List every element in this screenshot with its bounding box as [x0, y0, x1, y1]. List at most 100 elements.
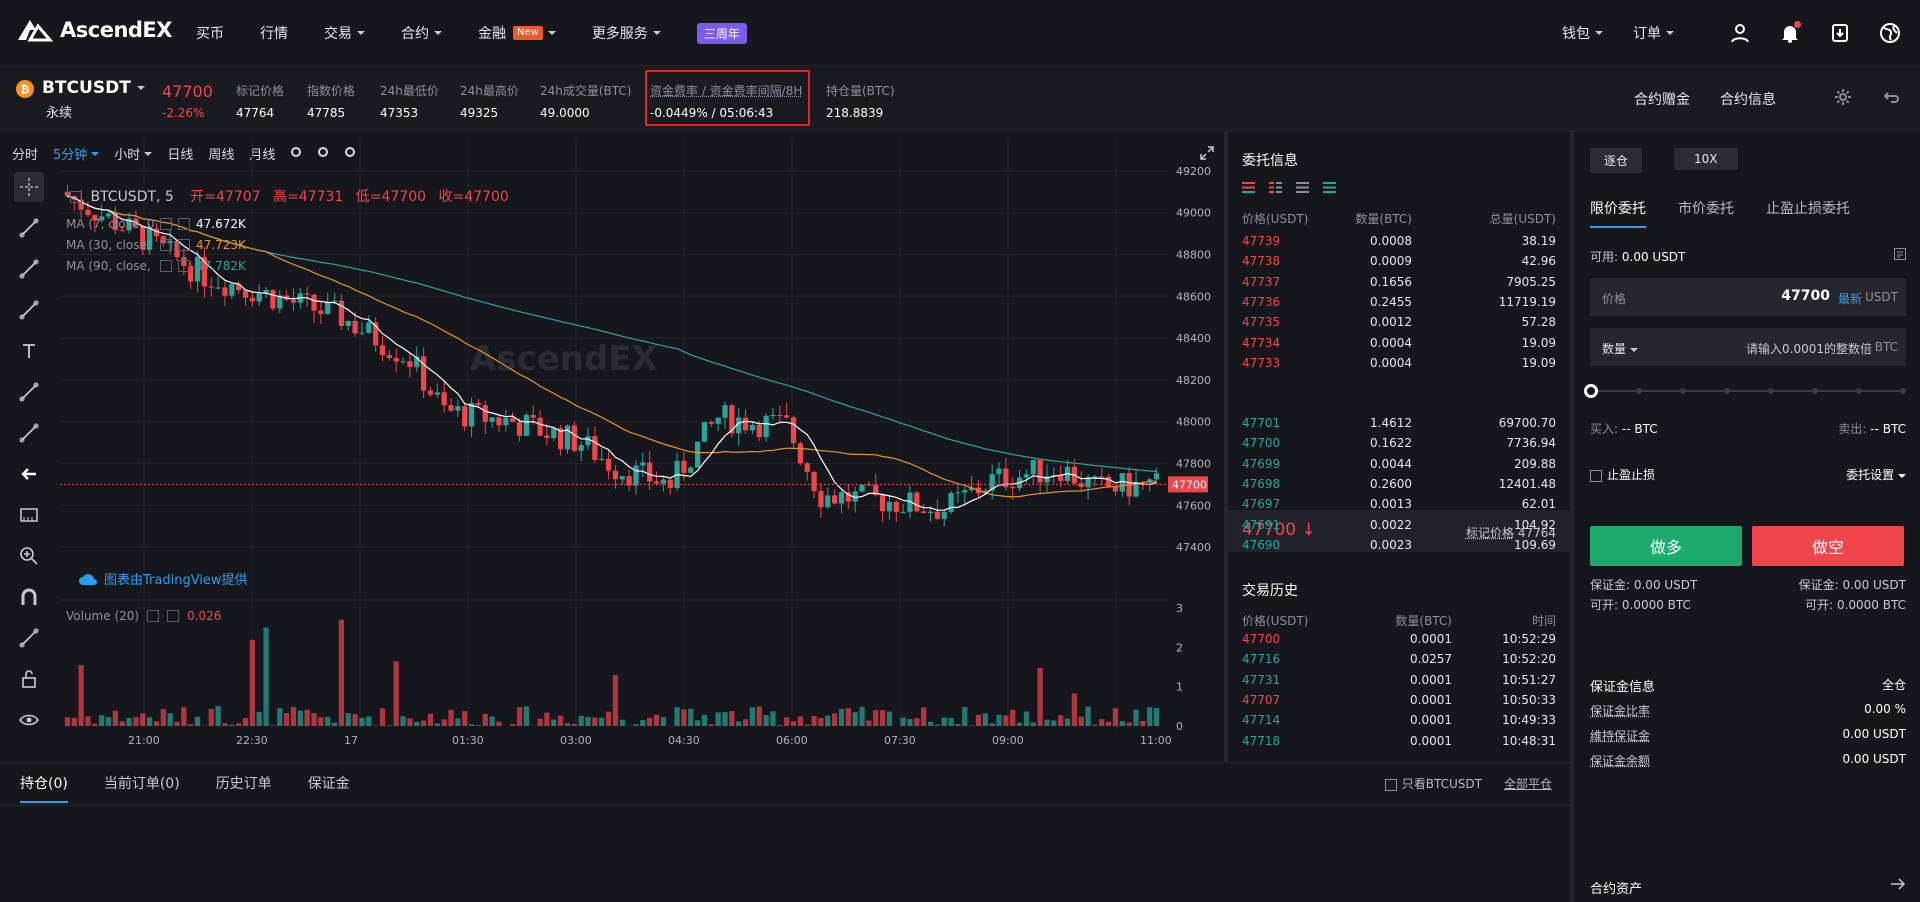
eye-icon[interactable]	[160, 218, 172, 230]
user-icon[interactable]	[1726, 19, 1754, 47]
ask-row[interactable]: 47736 0.2455 11719.19	[1242, 295, 1556, 315]
latest-price-button[interactable]: 最新	[1837, 292, 1862, 306]
grid-view-icon[interactable]	[1296, 182, 1309, 196]
collapse-icon[interactable]	[70, 191, 82, 203]
ask-row[interactable]: 47737 0.1656 7905.25	[1242, 275, 1556, 295]
bid-row[interactable]: 47691 0.0022 104.92	[1242, 518, 1556, 538]
bid-row[interactable]: 47699 0.0044 209.88	[1242, 457, 1556, 477]
interval-1[interactable]: 5分钟	[53, 148, 88, 163]
download-icon[interactable]	[1826, 19, 1854, 47]
slider-step[interactable]	[1680, 388, 1686, 394]
wallet-menu[interactable]: 钱包	[1562, 23, 1603, 43]
unlock-icon[interactable]	[14, 664, 44, 694]
back-arrow-icon[interactable]	[1882, 88, 1900, 110]
nav-item-0[interactable]: 买币	[196, 23, 224, 43]
tab-limit-order[interactable]: 限价委托	[1590, 198, 1646, 228]
anniversary-badge[interactable]: 三周年	[696, 22, 747, 44]
pattern-icon[interactable]	[14, 377, 44, 407]
tab-margin[interactable]: 保证金	[307, 776, 350, 792]
ask-row[interactable]: 47735 0.0012 57.28	[1242, 315, 1556, 335]
tpsl-checkbox[interactable]: 止盈止损	[1590, 466, 1655, 483]
settings-icon[interactable]	[167, 610, 180, 622]
contract-bonus-link[interactable]: 合约赠金	[1634, 92, 1690, 108]
interval-2[interactable]: 小时	[114, 148, 141, 163]
price-input[interactable]: 价格 47700 最新 USDT	[1590, 278, 1906, 316]
order-settings-dropdown[interactable]: 委托设置	[1846, 466, 1906, 483]
settings-icon[interactable]	[178, 239, 190, 251]
slider-step[interactable]	[1900, 388, 1906, 394]
both-sides-icon[interactable]	[1242, 182, 1255, 196]
indicators-icon[interactable]	[317, 146, 329, 162]
slider-step[interactable]	[1812, 388, 1818, 394]
eye-icon[interactable]	[160, 239, 172, 251]
nav-item-2[interactable]: 交易	[324, 23, 365, 43]
settings-gear-icon[interactable]	[1834, 88, 1852, 110]
chevron-down-icon[interactable]	[144, 151, 153, 156]
slider-step[interactable]	[1856, 388, 1862, 394]
brush-icon[interactable]	[14, 295, 44, 325]
margin-mode-button[interactable]: 逐仓	[1590, 148, 1643, 173]
tab-tpsl-order[interactable]: 止盈止损委托	[1766, 201, 1850, 217]
chevron-down-icon[interactable]	[91, 151, 100, 156]
only-current-pair-checkbox[interactable]: 只看BTCUSDT	[1384, 775, 1482, 792]
ask-row[interactable]: 47733 0.0004 19.09	[1242, 356, 1556, 376]
pencil-lock-icon[interactable]	[14, 623, 44, 653]
tradingview-credit[interactable]: 图表由TradingView提供	[78, 569, 248, 588]
tab-open-orders[interactable]: 当前订单(0)	[103, 776, 180, 792]
short-button[interactable]: 做空	[1752, 526, 1904, 566]
tab-order-history[interactable]: 历史订单	[215, 776, 272, 792]
qty-type-dropdown[interactable]: 数量	[1602, 340, 1638, 357]
leverage-button[interactable]: 10X	[1674, 148, 1738, 170]
trend-line-icon[interactable]	[14, 213, 44, 243]
bids-only-icon[interactable]	[1323, 182, 1336, 196]
measure-icon[interactable]	[14, 418, 44, 448]
contract-info-link[interactable]: 合约信息	[1720, 92, 1776, 108]
ask-row[interactable]: 47738 0.0009 42.96	[1242, 254, 1556, 274]
tab-positions[interactable]: 持仓(0)	[20, 773, 68, 803]
eye-icon[interactable]	[147, 610, 160, 622]
nav-item-3[interactable]: 合约	[401, 23, 442, 43]
tab-market-order[interactable]: 市价委托	[1678, 201, 1734, 217]
nav-item-1[interactable]: 行情	[260, 23, 288, 43]
crosshair-icon[interactable]	[14, 172, 44, 202]
interval-0[interactable]: 分时	[12, 148, 39, 163]
interval-3[interactable]: 日线	[167, 148, 194, 163]
text-icon[interactable]	[14, 336, 44, 366]
bid-row[interactable]: 47690 0.0023 109.69	[1242, 538, 1556, 558]
magnet-icon[interactable]	[14, 582, 44, 612]
orders-menu[interactable]: 订单	[1633, 23, 1674, 43]
candlestick-chart[interactable]: 49200 49000 48800 48600 48400 48200 48000 47800…	[0, 138, 1230, 758]
nav-item-4[interactable]: 金融 New	[478, 23, 556, 43]
nav-item-5[interactable]: 更多服务	[592, 23, 661, 43]
replay-icon[interactable]	[344, 146, 356, 162]
arrow-right-icon[interactable]	[1890, 878, 1906, 893]
bid-row[interactable]: 47701 1.4612 69700.70	[1242, 416, 1556, 436]
eye-icon[interactable]	[160, 260, 172, 272]
settings-icon[interactable]	[178, 218, 190, 230]
fullscreen-icon[interactable]	[1200, 146, 1214, 163]
brand-logo[interactable]: AscendEX	[16, 18, 172, 42]
ruler-icon[interactable]	[14, 500, 44, 530]
slider-handle[interactable]	[1584, 384, 1598, 398]
slider-step[interactable]	[1724, 388, 1730, 394]
fib-icon[interactable]	[14, 254, 44, 284]
language-globe-icon[interactable]	[1876, 19, 1904, 47]
long-button[interactable]: 做多	[1590, 526, 1742, 566]
indicator-settings-icon[interactable]	[290, 146, 302, 162]
asks-only-icon[interactable]	[1269, 182, 1282, 196]
ask-row[interactable]: 47734 0.0004 19.09	[1242, 336, 1556, 356]
ask-row[interactable]: 47739 0.0008 38.19	[1242, 234, 1556, 254]
slider-step[interactable]	[1636, 388, 1642, 394]
interval-5[interactable]: 月线	[249, 148, 276, 163]
close-all-button[interactable]: 全部平仓	[1503, 777, 1552, 791]
interval-4[interactable]: 周线	[208, 148, 235, 163]
bid-row[interactable]: 47700 0.1622 7736.94	[1242, 436, 1556, 456]
bid-row[interactable]: 47698 0.2600 12401.48	[1242, 477, 1556, 497]
back-arrow-icon[interactable]	[14, 459, 44, 489]
bid-row[interactable]: 47697 0.0013 62.01	[1242, 497, 1556, 517]
calculator-icon[interactable]	[1894, 248, 1906, 263]
settings-icon[interactable]	[178, 260, 190, 272]
eye-icon[interactable]	[14, 705, 44, 735]
zoom-in-icon[interactable]	[14, 541, 44, 571]
quantity-input[interactable]: 数量 请输入0.0001的整数倍 BTC	[1590, 328, 1906, 366]
